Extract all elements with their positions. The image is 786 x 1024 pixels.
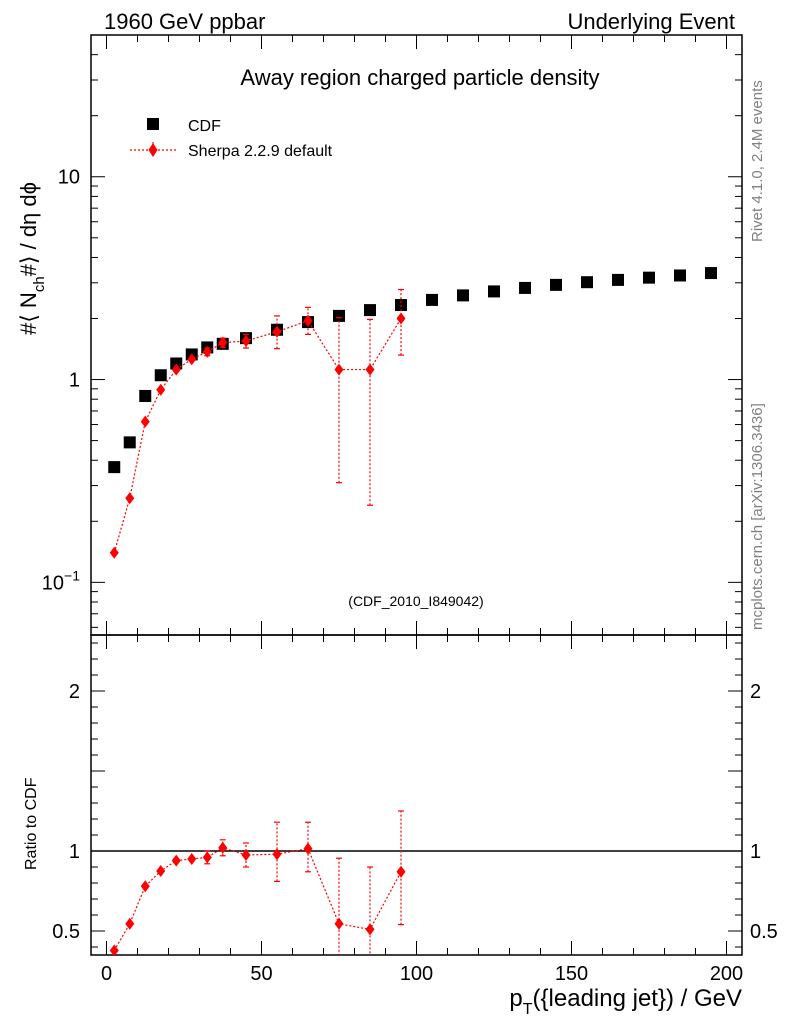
cdf-data-point bbox=[333, 309, 345, 322]
x-tick-label: 200 bbox=[710, 963, 743, 985]
x-tick-label: 150 bbox=[555, 963, 588, 985]
x-tick-label: 50 bbox=[250, 963, 272, 985]
main-y-label: #⟨ Nch#⟩ / dη dϕ bbox=[16, 182, 48, 335]
cdf-data-point bbox=[426, 293, 438, 306]
rivet-label: Rivet 4.1.0, 2.4M events bbox=[749, 80, 766, 242]
ratio-point bbox=[171, 854, 181, 867]
cdf-data-point bbox=[488, 285, 500, 298]
y-tick-label: 1 bbox=[69, 370, 80, 392]
sherpa-point bbox=[140, 415, 150, 428]
cdf-data-point bbox=[581, 276, 593, 289]
sherpa-point bbox=[187, 353, 197, 366]
cdf-data-point bbox=[519, 281, 531, 294]
sherpa-point bbox=[396, 312, 406, 325]
ratio-y-label: Ratio to CDF bbox=[23, 777, 40, 870]
cdf-data-point bbox=[643, 271, 655, 284]
cdf-data-point bbox=[457, 289, 469, 302]
sherpa-point bbox=[171, 363, 181, 376]
ratio-plot-frame bbox=[90, 634, 743, 956]
x-label-main: p bbox=[509, 985, 522, 1012]
ratio-y-tick-label-right: 2 bbox=[750, 681, 761, 703]
y-tick-label: 10−1 bbox=[42, 567, 80, 594]
analysis-watermark: (CDF_2010_I849042) bbox=[348, 593, 483, 609]
legend-marker-cdf bbox=[147, 118, 159, 130]
ratio-point bbox=[272, 848, 282, 861]
sherpa-line bbox=[113, 318, 402, 553]
x-label-rest: ({leading jet}) / GeV bbox=[533, 985, 742, 1012]
y-label-sub: ch bbox=[31, 276, 48, 292]
legend-label-sherpa: Sherpa 2.2.9 default bbox=[188, 143, 333, 160]
cdf-data-point bbox=[612, 273, 624, 286]
sherpa-point bbox=[156, 383, 166, 396]
cdf-data-point bbox=[108, 461, 121, 474]
legend-label-cdf: CDF bbox=[188, 118, 221, 135]
legend-marker-sherpa bbox=[148, 143, 158, 157]
ratio-y-tick-label-left: 2 bbox=[69, 681, 80, 703]
y-label-prefix: #⟨ N bbox=[16, 292, 41, 335]
ratio-point bbox=[396, 865, 406, 878]
cdf-data-point bbox=[395, 299, 407, 312]
sherpa-point bbox=[272, 325, 282, 338]
ratio-y-tick-label-right: 0.5 bbox=[750, 921, 778, 943]
ratio-point bbox=[125, 917, 135, 930]
cdf-data-point bbox=[123, 436, 136, 449]
ratio-point bbox=[109, 944, 119, 955]
sherpa-point bbox=[109, 546, 119, 559]
x-tick-label: 100 bbox=[400, 963, 433, 985]
ratio-point bbox=[156, 865, 166, 877]
header-left: 1960 GeV ppbar bbox=[104, 9, 265, 34]
legend: CDF Sherpa 2.2.9 default bbox=[130, 118, 333, 160]
sherpa-point bbox=[218, 336, 228, 349]
main-title: Away region charged particle density bbox=[240, 65, 599, 90]
main-series-group bbox=[108, 267, 717, 559]
y-tick-base: 10 bbox=[42, 572, 64, 594]
header-right: Underlying Event bbox=[567, 9, 735, 34]
ratio-point bbox=[334, 917, 344, 930]
ratio-y-tick-label-right: 1 bbox=[750, 841, 761, 863]
ratio-y-tick-label-left: 1 bbox=[69, 841, 80, 863]
cdf-data-point bbox=[170, 357, 183, 370]
ratio-y-tick-label-left: 0.5 bbox=[52, 921, 80, 943]
x-tick-label: 0 bbox=[101, 963, 112, 985]
ratio-point bbox=[241, 849, 251, 861]
cdf-data-point bbox=[154, 369, 167, 382]
ratio-series-group bbox=[109, 810, 406, 955]
ratio-point bbox=[303, 842, 313, 855]
marks-layer bbox=[108, 267, 717, 955]
cdf-data-point bbox=[674, 269, 686, 282]
cdf-data-point bbox=[364, 304, 376, 317]
sherpa-point bbox=[334, 363, 344, 376]
x-axis-label: pT({leading jet}) / GeV bbox=[509, 985, 742, 1018]
sherpa-point bbox=[241, 334, 251, 347]
ratio-point bbox=[365, 923, 375, 936]
sherpa-point bbox=[202, 345, 212, 358]
y-tick-label: 10 bbox=[58, 167, 80, 189]
ratio-line bbox=[113, 847, 402, 951]
sherpa-point bbox=[303, 314, 313, 327]
y-label-suffix: #⟩ / dη dϕ bbox=[16, 182, 41, 276]
sherpa-point bbox=[125, 492, 135, 505]
ratio-point bbox=[140, 880, 150, 893]
x-label-sub: T bbox=[523, 1001, 533, 1018]
source-label: mcplots.cern.ch [arXiv:1306.3436] bbox=[749, 403, 766, 630]
ratio-point bbox=[202, 851, 212, 864]
ratio-point bbox=[218, 841, 228, 854]
y-tick-exponent: −1 bbox=[64, 567, 80, 583]
cdf-data-point bbox=[550, 278, 562, 291]
ratio-point bbox=[187, 853, 197, 865]
cdf-data-point bbox=[139, 389, 152, 402]
cdf-data-point bbox=[705, 267, 717, 280]
sherpa-point bbox=[365, 363, 375, 376]
